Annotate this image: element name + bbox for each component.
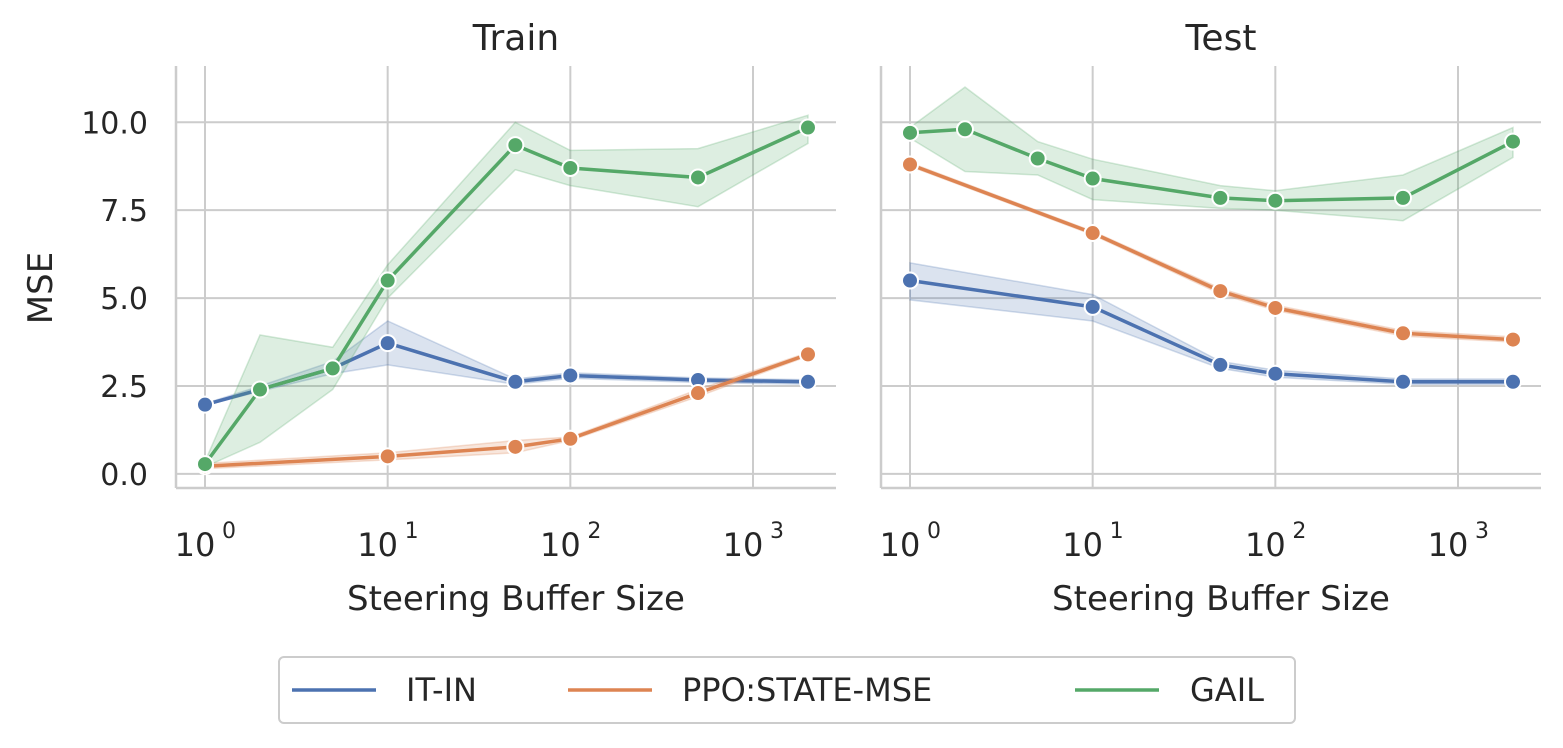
data-point — [561, 429, 580, 448]
series-line — [204, 352, 809, 468]
x-tick-exponent: 0 — [222, 519, 236, 544]
series-line — [909, 127, 1514, 203]
y-tick-label: 5.0 — [100, 282, 148, 317]
confidence-band — [204, 114, 809, 469]
data-point — [1394, 324, 1413, 343]
data-point — [1083, 297, 1102, 316]
legend-entry: GAIL — [1075, 671, 1264, 709]
y-tick-label: 7.5 — [100, 194, 148, 229]
data-point — [1211, 282, 1230, 301]
x-tick-label: 10 — [1245, 526, 1286, 564]
series-line — [909, 162, 1514, 342]
data-point — [378, 271, 397, 290]
panel-title: Train — [472, 18, 559, 59]
legend-frame — [278, 656, 1296, 724]
x-tick-exponent: 3 — [1475, 519, 1489, 544]
data-point — [798, 345, 817, 364]
legend-entry: IT-IN — [292, 671, 477, 709]
data-point — [1211, 188, 1230, 207]
x-tick-exponent: 2 — [587, 519, 601, 544]
data-point — [561, 366, 580, 385]
x-tick-label: 10 — [1428, 526, 1469, 564]
data-point — [378, 447, 397, 466]
x-tick-label: 10 — [880, 526, 921, 564]
legend-entry: PPO:STATE-MSE — [568, 671, 932, 709]
panel-title: Test — [1185, 18, 1257, 59]
data-point — [901, 123, 919, 142]
data-point — [196, 395, 214, 414]
x-tick-label: 10 — [175, 526, 216, 564]
data-point — [1211, 355, 1230, 374]
data-point — [689, 384, 708, 403]
series-gail — [901, 86, 1522, 222]
data-point — [506, 437, 525, 456]
legend: IT-IN PPO:STATE-MSE GAIL — [278, 656, 1296, 724]
data-point — [1503, 372, 1522, 391]
data-point — [323, 359, 342, 378]
series-ppo-state-mse — [901, 155, 1522, 349]
legend-label: PPO:STATE-MSE — [682, 671, 932, 709]
series-ppo-state-mse — [196, 345, 817, 476]
data-point — [196, 455, 214, 474]
data-point — [1266, 364, 1285, 383]
data-point — [901, 155, 919, 174]
x-tick-exponent: 1 — [405, 519, 419, 544]
y-axis-label: MSE — [21, 252, 61, 324]
data-point — [506, 136, 525, 155]
series-line — [203, 125, 809, 466]
y-tick-label: 10.0 — [81, 106, 148, 141]
y-tick-label: 0.0 — [100, 458, 148, 493]
series-gail — [196, 114, 817, 474]
legend-label: GAIL — [1190, 671, 1264, 709]
x-tick-label: 10 — [723, 526, 764, 564]
series-it-in — [901, 262, 1522, 391]
data-point — [1503, 132, 1522, 151]
data-point — [561, 158, 580, 177]
y-tick-label: 2.5 — [100, 370, 148, 405]
data-point — [1266, 191, 1285, 210]
confidence-band — [909, 86, 1514, 222]
data-point — [901, 271, 919, 290]
series-line — [909, 278, 1513, 384]
data-point — [1028, 149, 1047, 168]
panel-0: 0.02.55.07.510.010 0 10 1 10 2 10 3TrainSteerin… — [81, 18, 836, 619]
data-point — [1266, 298, 1285, 317]
data-point — [689, 168, 708, 187]
x-tick-label: 10 — [357, 526, 398, 564]
x-axis-label: Steering Buffer Size — [347, 579, 685, 619]
data-point — [1394, 372, 1413, 391]
data-point — [1394, 188, 1413, 207]
legend-label: IT-IN — [406, 671, 477, 709]
data-point — [955, 120, 974, 139]
x-tick-exponent: 1 — [1110, 519, 1124, 544]
data-point — [1083, 169, 1102, 188]
data-point — [506, 372, 525, 391]
data-point — [378, 334, 397, 353]
x-tick-exponent: 3 — [770, 519, 784, 544]
x-tick-exponent: 0 — [927, 519, 941, 544]
data-point — [1083, 224, 1102, 243]
data-point — [250, 380, 269, 399]
x-tick-exponent: 2 — [1292, 519, 1306, 544]
x-tick-label: 10 — [540, 526, 581, 564]
x-tick-label: 10 — [1062, 526, 1103, 564]
x-axis-label: Steering Buffer Size — [1052, 579, 1390, 619]
data-point — [798, 118, 817, 137]
data-point — [798, 372, 817, 391]
data-point — [1503, 330, 1522, 349]
